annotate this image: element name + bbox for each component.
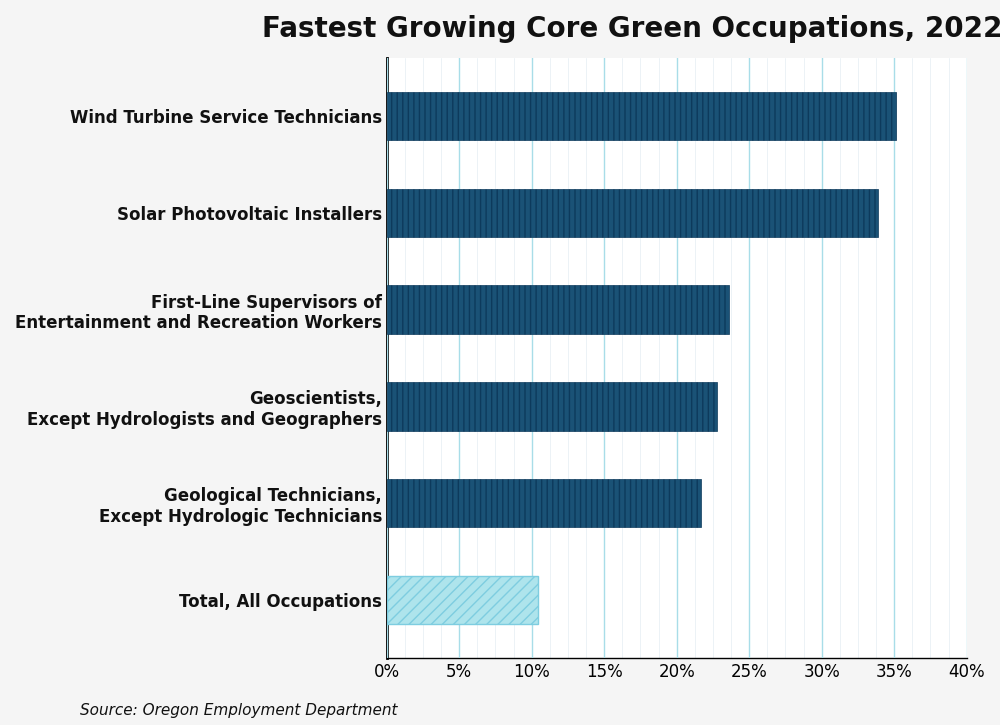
Bar [387,188,878,237]
Title: Fastest Growing Core Green Occupations, 2022-2032: Fastest Growing Core Green Occupations, … [262,15,1000,43]
Bar [387,92,896,140]
Bar [387,286,729,334]
Bar [387,382,717,431]
Bar [387,479,701,527]
Text: Source: Oregon Employment Department: Source: Oregon Employment Department [80,703,398,718]
Bar [387,576,538,624]
